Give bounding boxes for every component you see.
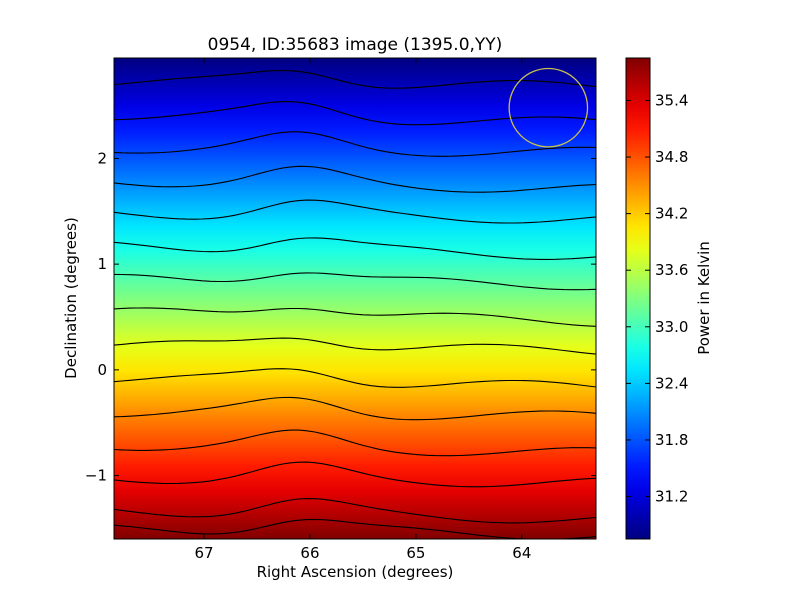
contour-line — [114, 396, 596, 421]
y-tick-label: 2 — [97, 149, 107, 167]
colorbar-tick-label: 32.4 — [655, 374, 688, 392]
x-axis: 67 66 65 64 — [194, 58, 531, 562]
contour-line — [114, 461, 596, 488]
colorbar-tick-label: 31.8 — [655, 431, 688, 449]
contour-line — [114, 337, 596, 355]
colorbar-frame — [625, 57, 651, 540]
x-tick-label: 64 — [512, 544, 531, 562]
colorbar-tick-label: 35.4 — [655, 91, 688, 109]
colorbar-tick-label: 33.6 — [655, 261, 688, 279]
colorbar-ticks: 31.2 31.8 32.4 33.0 33.6 34.2 34.8 35.4 — [626, 91, 688, 506]
contour-line — [114, 272, 596, 291]
y-axis-label: Declination (degrees) — [62, 217, 80, 379]
contour-line — [114, 429, 596, 457]
contour-line — [114, 69, 596, 89]
y-tick-label: 1 — [97, 255, 107, 273]
x-tick-label: 67 — [194, 544, 213, 562]
contour-line — [114, 131, 596, 157]
colorbar-gradient — [626, 58, 650, 539]
heatmap-field — [114, 58, 596, 539]
colorbar-tick-label: 34.2 — [655, 205, 688, 223]
contour-line — [114, 368, 596, 388]
colorbar: 31.2 31.8 32.4 33.0 33.6 34.2 34.8 35.4 Power i… — [625, 57, 713, 540]
contour-line — [114, 101, 596, 126]
contour-line — [114, 498, 596, 524]
y-axis: −1 0 1 2 — [85, 149, 596, 485]
colorbar-tick-label: 34.8 — [655, 148, 688, 166]
x-tick-label: 65 — [406, 544, 425, 562]
contour-line — [114, 165, 596, 193]
x-tick-label: 66 — [300, 544, 319, 562]
contour-line — [114, 237, 596, 260]
plot-frame — [113, 57, 597, 540]
contour-line — [114, 307, 596, 327]
contour-line — [114, 199, 596, 224]
colorbar-label: Power in Kelvin — [695, 241, 713, 355]
y-tick-label: 0 — [97, 361, 107, 379]
colorbar-tick-label: 33.0 — [655, 318, 688, 336]
x-axis-label: Right Ascension (degrees) — [257, 563, 454, 581]
beam-circle — [508, 67, 589, 148]
plot-area — [113, 57, 597, 540]
colorbar-tick-label: 31.2 — [655, 488, 688, 506]
contour-lines — [114, 69, 596, 539]
y-tick-label: −1 — [85, 467, 107, 485]
chart-title: 0954, ID:35683 image (1395.0,YY) — [208, 35, 503, 55]
